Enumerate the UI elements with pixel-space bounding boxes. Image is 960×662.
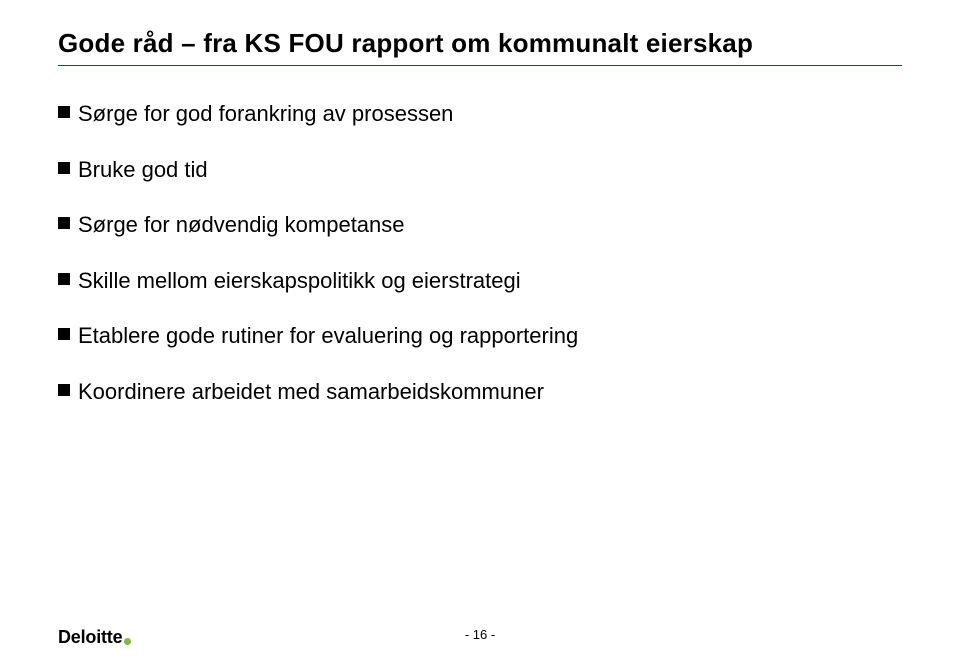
- bullet-list: Sørge for god forankring av prosessen Br…: [58, 100, 902, 405]
- deloitte-logo: Deloitte: [58, 627, 131, 648]
- list-item: Koordinere arbeidet med samarbeidskommun…: [58, 378, 902, 406]
- page-number: - 16 -: [58, 627, 902, 642]
- bullet-text: Etablere gode rutiner for evaluering og …: [78, 322, 578, 350]
- list-item: Etablere gode rutiner for evaluering og …: [58, 322, 902, 350]
- title-divider: [58, 65, 902, 66]
- list-item: Skille mellom eierskapspolitikk og eiers…: [58, 267, 902, 295]
- bullet-icon: [58, 217, 70, 229]
- list-item: Sørge for god forankring av prosessen: [58, 100, 902, 128]
- bullet-icon: [58, 328, 70, 340]
- footer: - 16 -: [0, 627, 960, 642]
- logo-dot-icon: [124, 638, 131, 645]
- bullet-text: Sørge for nødvendig kompetanse: [78, 211, 405, 239]
- bullet-icon: [58, 384, 70, 396]
- list-item: Bruke god tid: [58, 156, 902, 184]
- slide-page: Gode råd – fra KS FOU rapport om kommuna…: [0, 0, 960, 662]
- logo-text: Deloitte: [58, 627, 122, 648]
- bullet-text: Bruke god tid: [78, 156, 208, 184]
- bullet-text: Sørge for god forankring av prosessen: [78, 100, 453, 128]
- bullet-text: Skille mellom eierskapspolitikk og eiers…: [78, 267, 521, 295]
- bullet-icon: [58, 106, 70, 118]
- bullet-text: Koordinere arbeidet med samarbeidskommun…: [78, 378, 544, 406]
- list-item: Sørge for nødvendig kompetanse: [58, 211, 902, 239]
- page-title: Gode råd – fra KS FOU rapport om kommuna…: [58, 28, 902, 59]
- bullet-icon: [58, 273, 70, 285]
- bullet-icon: [58, 162, 70, 174]
